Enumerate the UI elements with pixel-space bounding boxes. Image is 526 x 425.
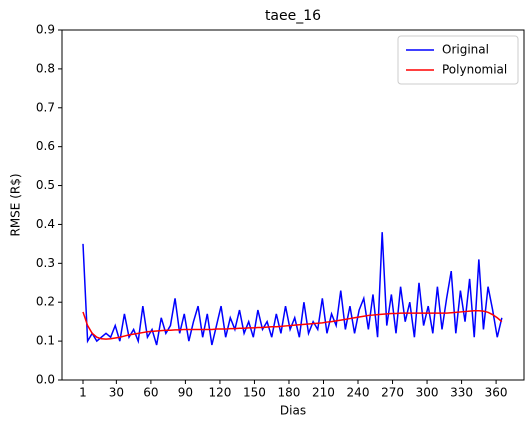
legend-label: Original [442, 43, 489, 57]
y-tick-label: 0.6 [36, 139, 55, 153]
x-tick-label: 300 [416, 386, 439, 400]
y-tick-label: 0.1 [36, 334, 55, 348]
chart-title: taee_16 [265, 8, 321, 24]
x-tick-label: 120 [208, 386, 231, 400]
y-tick-label: 0.9 [36, 23, 55, 37]
y-tick-label: 0.0 [36, 373, 55, 387]
series-line [82, 232, 503, 346]
x-tick-label: 360 [485, 386, 508, 400]
y-tick-label: 0.2 [36, 295, 55, 309]
x-tick-label: 180 [278, 386, 301, 400]
x-tick-label: 240 [347, 386, 370, 400]
x-tick-label: 30 [109, 386, 124, 400]
x-tick-label: 90 [178, 386, 193, 400]
plot-frame [61, 29, 525, 381]
y-tick-label: 0.5 [36, 178, 55, 192]
x-tick-label: 330 [450, 386, 473, 400]
x-axis-label: Dias [280, 404, 306, 418]
series-line [82, 310, 503, 340]
x-tick-label: 150 [243, 386, 266, 400]
x-tick-label: 60 [143, 386, 158, 400]
y-tick-label: 0.4 [36, 217, 55, 231]
legend-box [397, 35, 519, 85]
y-tick-label: 0.7 [36, 100, 55, 114]
x-tick-label: 210 [312, 386, 335, 400]
legend-label: Polynomial [442, 63, 507, 77]
x-tick-label: 270 [381, 386, 404, 400]
y-tick-label: 0.3 [36, 256, 55, 270]
y-axis-label: RMSE (R$) [9, 173, 23, 236]
x-tick-label: 1 [79, 386, 87, 400]
y-tick-label: 0.8 [36, 61, 55, 75]
